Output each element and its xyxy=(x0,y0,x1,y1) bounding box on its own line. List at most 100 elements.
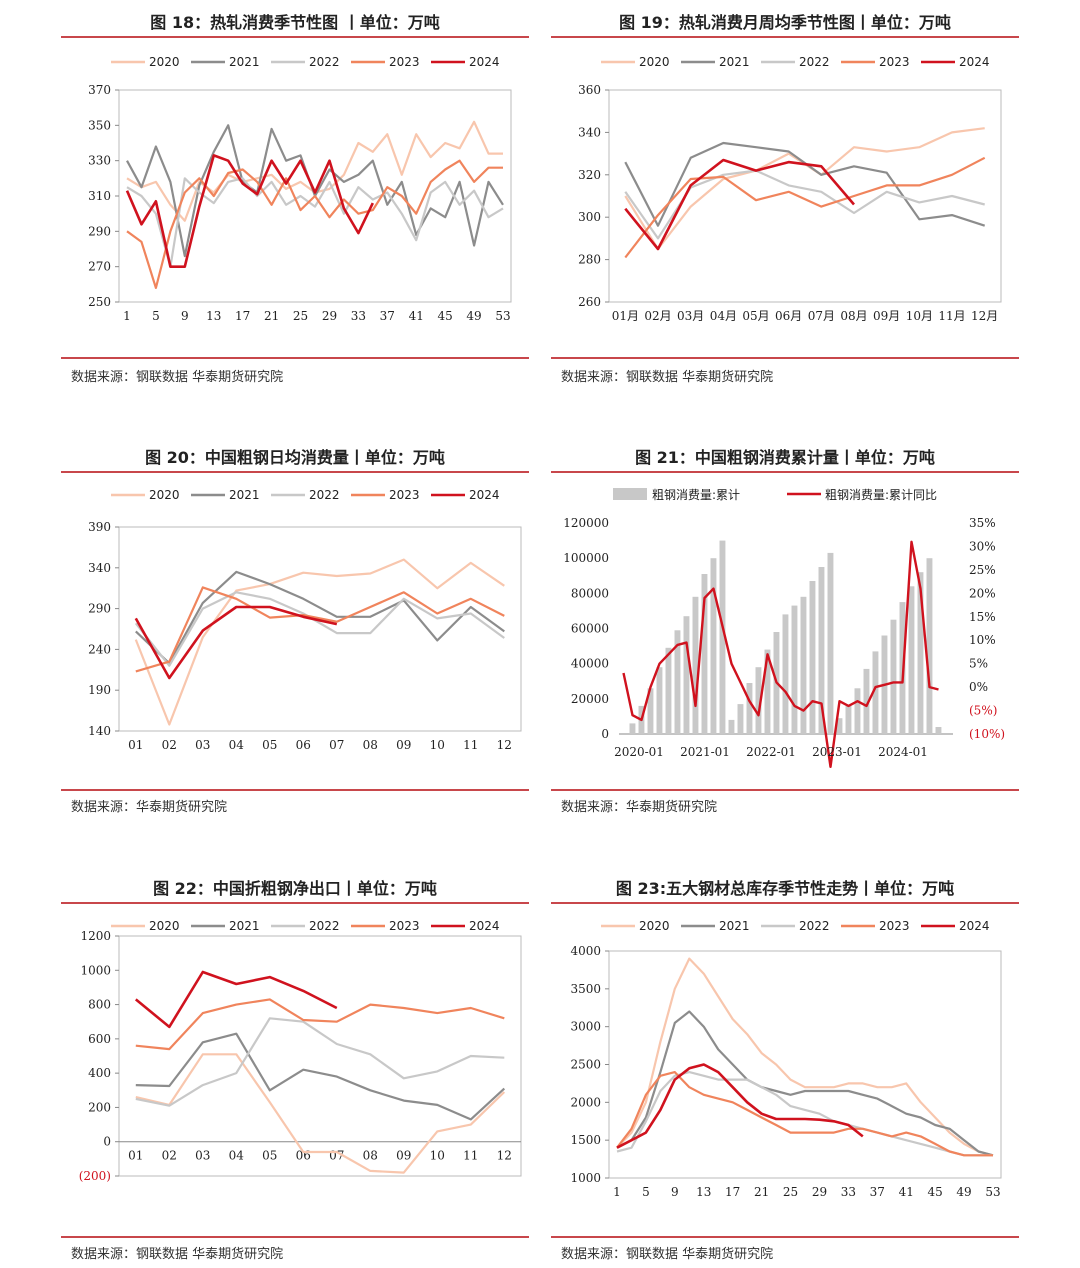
x-tick-label: 09月 xyxy=(873,309,900,323)
bar-cumulative xyxy=(728,719,735,734)
y-tick-label: 280 xyxy=(578,253,601,267)
x-tick-label: 45 xyxy=(438,309,453,323)
y-tick-label: 260 xyxy=(578,295,601,309)
x-tick-label: 25 xyxy=(783,1185,798,1199)
legend-label-2024: 2024 xyxy=(959,919,990,933)
x-tick-label: 21 xyxy=(754,1185,769,1199)
bar-cumulative xyxy=(791,605,798,734)
bar-cumulative xyxy=(701,574,708,734)
y-tick-label: 1200 xyxy=(80,929,111,943)
bottom-rule xyxy=(551,1236,1019,1238)
bar-cumulative xyxy=(737,704,744,734)
source-note: 数据来源：钢联数据 华泰期货研究院 xyxy=(561,1247,774,1262)
x-tick-label: 01 xyxy=(128,738,143,752)
x-tick-label: 17 xyxy=(235,309,250,323)
bar-cumulative xyxy=(935,727,942,734)
x-tick-label: 07月 xyxy=(808,309,835,323)
y-tick-label: 200 xyxy=(88,1100,111,1114)
x-tick-label: 06 xyxy=(296,738,311,752)
chart-hot-rolled-monthly: 360 340 320 300 280 260 01月 02月 03月 04月 05月 06月 07月 0… xyxy=(578,55,1002,323)
left-tick-label: 120000 xyxy=(563,516,609,530)
x-tick-label: 11月 xyxy=(938,309,965,323)
bar-cumulative xyxy=(647,688,654,734)
x-tick-label: 13 xyxy=(696,1185,711,1199)
y-tick-label: 290 xyxy=(88,224,111,238)
x-tick-label: 1 xyxy=(613,1185,621,1199)
bar-cumulative xyxy=(836,718,843,734)
x-tick-label: 9 xyxy=(671,1185,679,1199)
right-tick-label: (10%) xyxy=(969,727,1005,741)
x-tick-label: 12 xyxy=(497,1149,512,1163)
y-tick-label: 240 xyxy=(88,642,111,656)
series-line-2023 xyxy=(126,159,503,289)
bar-cumulative xyxy=(764,649,771,734)
line-yoy xyxy=(622,540,939,768)
series-line-2022 xyxy=(134,591,505,667)
plot-frame xyxy=(118,526,522,732)
series-line-2022 xyxy=(126,177,504,268)
chart-title: 图 21：中国粗钢消费累计量丨单位：万吨 xyxy=(635,448,935,467)
legend-label-2021: 2021 xyxy=(229,488,260,502)
legend-label-2024: 2024 xyxy=(469,55,500,69)
bar-cumulative xyxy=(845,705,852,734)
x-tick-label: 5 xyxy=(152,309,160,323)
series-line-2024 xyxy=(125,154,374,268)
series-line-2024 xyxy=(616,1063,864,1149)
title-rule xyxy=(61,902,529,904)
legend-label-2022: 2022 xyxy=(309,488,340,502)
series-line-2020 xyxy=(135,1053,506,1174)
x-tick-label: 5 xyxy=(642,1185,650,1199)
x-tick-label: 53 xyxy=(495,309,510,323)
source-note: 数据来源：钢联数据 华泰期货研究院 xyxy=(561,370,774,385)
series-line-2021 xyxy=(135,570,505,665)
x-tick-label: 05 xyxy=(262,1149,277,1163)
bottom-rule xyxy=(61,789,529,791)
y-tick-label: 400 xyxy=(88,1066,111,1080)
legend-label-2021: 2021 xyxy=(719,55,750,69)
bar-cumulative xyxy=(683,616,690,734)
x-tick-label: 25 xyxy=(293,309,308,323)
series-line-2024 xyxy=(624,158,855,251)
bar-cumulative xyxy=(755,667,762,734)
x-tick-label: 33 xyxy=(841,1185,856,1199)
y-tick-label: 270 xyxy=(88,260,111,274)
y-tick-label: 390 xyxy=(88,520,111,534)
title-rule xyxy=(61,471,529,473)
bottom-rule xyxy=(61,1236,529,1238)
right-tick-label: 25% xyxy=(969,563,996,577)
bar-cumulative xyxy=(692,596,699,734)
x-tick-label: 37 xyxy=(380,309,395,323)
series-line-2023 xyxy=(135,586,505,673)
right-tick-label: 10% xyxy=(969,633,996,647)
source-note: 数据来源：华泰期货研究院 xyxy=(71,800,228,815)
series-line-2020 xyxy=(616,957,994,1157)
y-tick-label: 140 xyxy=(88,724,111,738)
x-tick-label: 03月 xyxy=(677,309,704,323)
legend-label-bar: 粗钢消费量:累计 xyxy=(652,488,740,502)
x-tick-label: 12月 xyxy=(971,309,998,323)
right-tick-label: 0% xyxy=(969,680,988,694)
legend-label-2020: 2020 xyxy=(639,55,670,69)
legend-label-2022: 2022 xyxy=(799,919,830,933)
right-tick-label: 20% xyxy=(969,586,996,600)
series-line-2021 xyxy=(624,141,986,227)
legend-label-2022: 2022 xyxy=(799,55,830,69)
y-tick-label: 1500 xyxy=(570,1133,601,1147)
plot-frame xyxy=(608,89,1002,303)
x-tick-label: 13 xyxy=(206,309,221,323)
x-tick-label: 21 xyxy=(264,309,279,323)
x-tick-label: 41 xyxy=(409,309,424,323)
right-tick-label: 30% xyxy=(969,539,996,553)
chart-title: 图 20：中国粗钢日均消费量丨单位：万吨 xyxy=(145,448,445,467)
y-tick-label: 800 xyxy=(88,998,111,1012)
y-tick-label: 300 xyxy=(578,210,601,224)
left-tick-label: 100000 xyxy=(563,551,609,565)
x-tick-label: 12 xyxy=(497,738,512,752)
bar-cumulative xyxy=(809,581,816,734)
chart-steel-inventory: 4000 3500 3000 2500 2000 1500 1000 1 5 9 13 17 21 25 2… xyxy=(570,919,1002,1199)
title-rule xyxy=(551,902,1019,904)
legend-label-2021: 2021 xyxy=(719,919,750,933)
x-tick-label: 53 xyxy=(985,1185,1000,1199)
y-tick-label: 330 xyxy=(88,154,111,168)
